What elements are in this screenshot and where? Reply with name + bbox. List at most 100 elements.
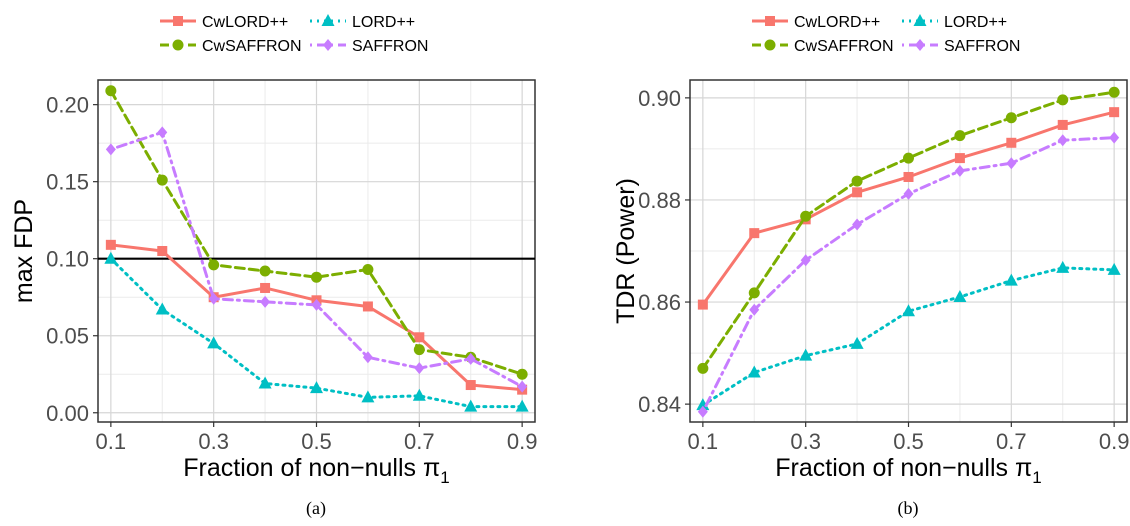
y-tick-label: 0.84 [638, 392, 681, 417]
series-line [701, 266, 1116, 407]
legend-marker [172, 39, 184, 51]
x-tick-label: 0.1 [688, 429, 719, 454]
legend-marker [915, 39, 925, 51]
data-point [362, 301, 373, 312]
legend-item: SAFFRON [310, 38, 428, 55]
legend-item: SAFFRON [902, 38, 1020, 55]
data-point [851, 175, 863, 187]
data-point [260, 282, 271, 293]
data-point [1057, 94, 1069, 106]
data-point [903, 187, 914, 200]
data-point [749, 228, 760, 239]
data-point [105, 85, 117, 97]
data-point [207, 336, 221, 349]
y-tick-label: 0.20 [46, 93, 89, 118]
legend-item: LORD++ [902, 14, 1007, 31]
data-point [1109, 131, 1120, 144]
x-axis-title-subscript: 1 [1032, 468, 1041, 487]
x-tick-label: 0.7 [404, 429, 435, 454]
data-point [953, 289, 967, 302]
data-point [1005, 112, 1017, 124]
legend-item: LORD++ [310, 14, 415, 31]
data-point [362, 263, 374, 275]
data-point [903, 171, 914, 182]
data-point [465, 352, 476, 365]
data-point [902, 304, 915, 317]
data-point [1107, 262, 1121, 275]
y-tick-label: 0.05 [46, 324, 89, 349]
chart-panel-b: 0.1 0.3 0.5 0.7 0.9 0.84 0.86 0.88 0.90 Fraction … [612, 14, 1129, 519]
x-tick-label: 0.3 [790, 429, 821, 454]
data-point [310, 381, 323, 394]
data-point [799, 348, 813, 361]
x-tick-label: 0.9 [1099, 429, 1130, 454]
data-point [1056, 260, 1070, 273]
data-point [258, 376, 272, 389]
series-cwsaffron [697, 86, 1120, 374]
x-tick-label: 0.3 [198, 429, 229, 454]
y-tick-label: 0.88 [638, 188, 681, 213]
legend-label: CwLORD++ [794, 14, 880, 31]
y-tick-label: 0.10 [46, 247, 89, 272]
data-point [208, 259, 220, 271]
data-point [954, 153, 965, 164]
data-point [414, 332, 425, 343]
data-point [800, 254, 811, 267]
data-point [517, 380, 528, 393]
y-axis-title: TDR (Power) [612, 178, 640, 324]
y-tick-label: 0.00 [46, 401, 89, 426]
legend-label: CwSAFFRON [794, 38, 894, 55]
series-lordplusplus [696, 260, 1121, 411]
data-point [749, 303, 760, 316]
legend-marker [323, 39, 333, 51]
data-point [464, 399, 478, 412]
legend-label: SAFFRON [944, 38, 1020, 55]
data-point [697, 405, 708, 418]
data-point [696, 398, 710, 411]
data-point [1006, 137, 1017, 148]
legend-item: CwLORD++ [160, 14, 288, 31]
series-line [109, 89, 524, 376]
legend-marker [765, 16, 775, 26]
legend-marker [321, 14, 335, 26]
data-point [800, 210, 812, 222]
data-point [1004, 273, 1018, 286]
series-saffron [697, 131, 1120, 418]
data-point [954, 164, 965, 177]
legend-label: SAFFRON [352, 38, 428, 55]
y-axis-title: max FDP [10, 199, 38, 303]
x-tick-label: 0.9 [507, 429, 538, 454]
data-point [903, 152, 914, 164]
x-tick-label: 0.1 [96, 429, 127, 454]
data-point [1006, 157, 1017, 170]
data-point [954, 130, 966, 142]
legend-marker [173, 16, 183, 26]
panel-caption: (b) [898, 498, 919, 519]
data-point [465, 380, 476, 391]
data-point [413, 344, 425, 356]
data-point [156, 174, 168, 186]
data-point [1108, 86, 1120, 98]
legend-item: CwSAFFRON [160, 38, 302, 55]
data-point [157, 126, 168, 139]
x-tick-label: 0.5 [301, 429, 332, 454]
data-point [105, 239, 116, 250]
legend-label: CwSAFFRON [202, 38, 302, 55]
x-axis-title: Fraction of non−nulls π1 [183, 454, 449, 487]
x-axis-title-subscript: 1 [440, 468, 449, 487]
data-point [1057, 134, 1068, 147]
data-point [515, 399, 529, 412]
data-point [850, 336, 864, 349]
data-point [852, 187, 863, 198]
data-point [697, 299, 708, 310]
data-point [259, 265, 271, 277]
legend-marker [764, 39, 776, 51]
data-point [105, 143, 116, 156]
data-point [1109, 107, 1120, 118]
y-tick-label: 0.86 [638, 290, 681, 315]
x-axis-title: Fraction of non−nulls π1 [775, 454, 1041, 487]
data-point [747, 365, 761, 378]
data-point [852, 218, 863, 231]
legend-marker [913, 14, 927, 26]
